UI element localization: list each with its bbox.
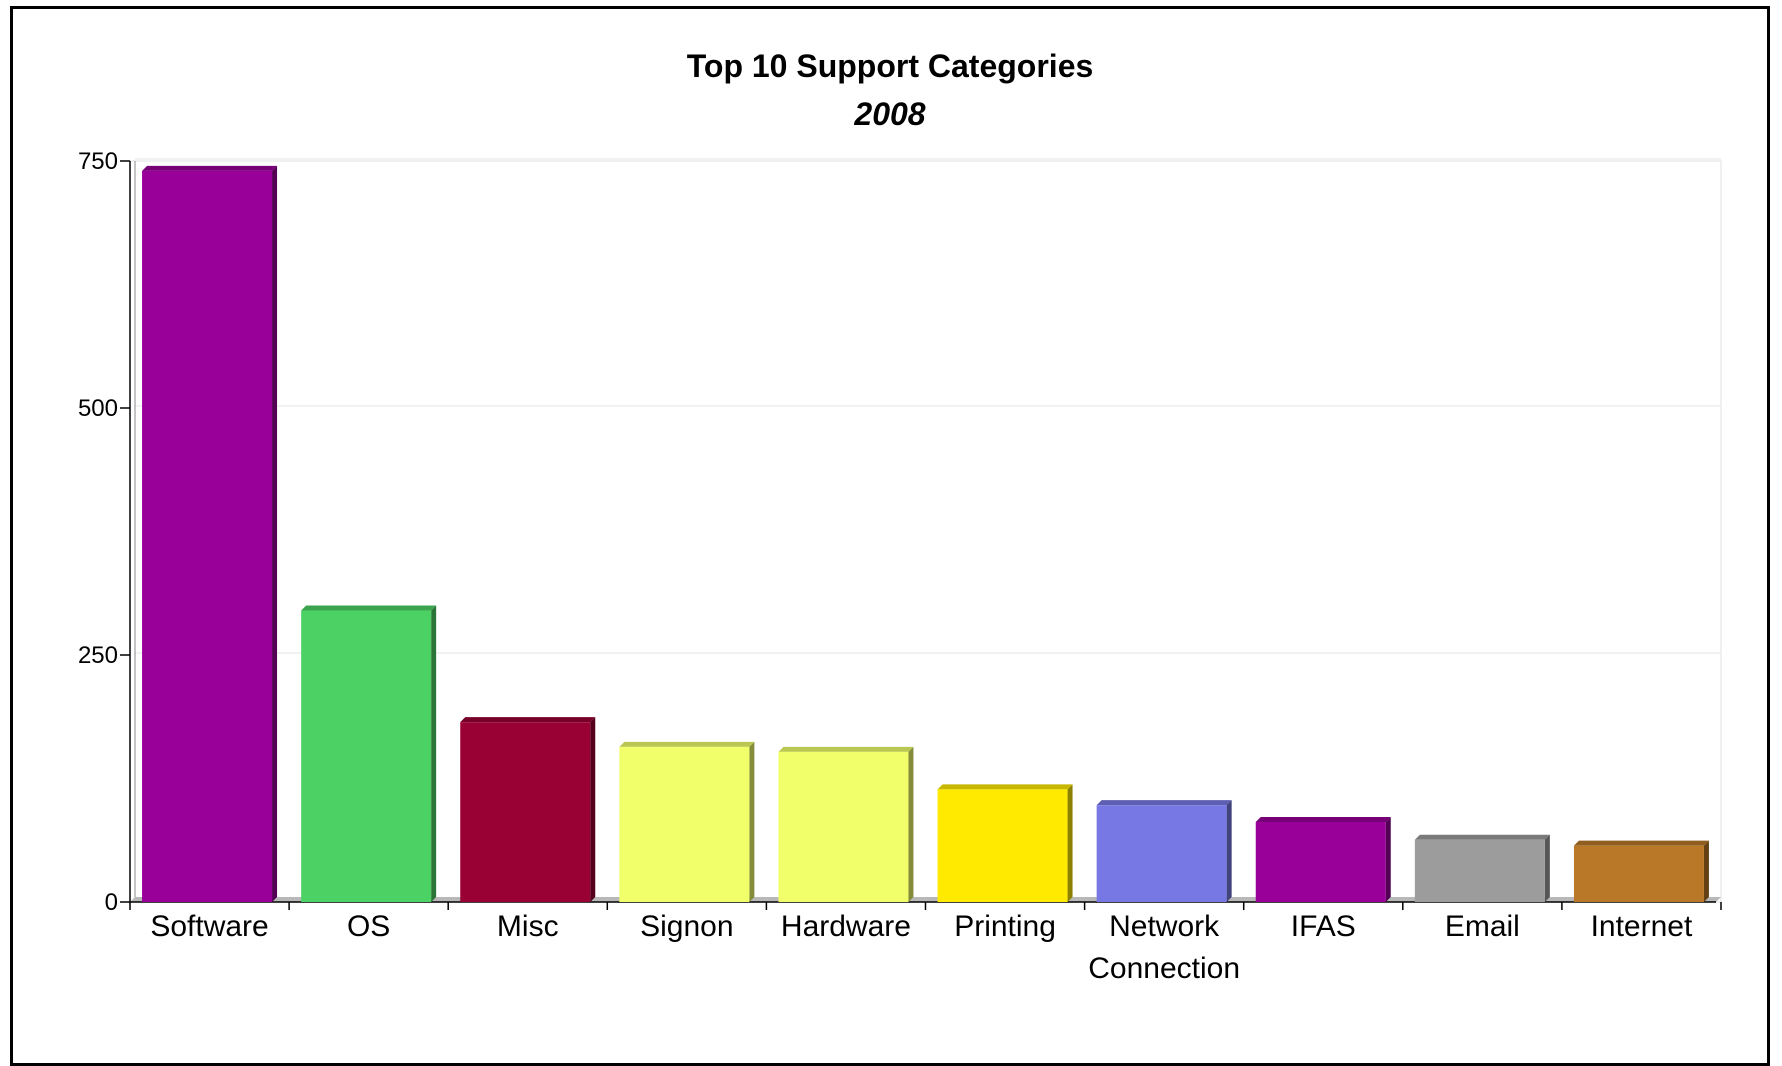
bar-top bbox=[1096, 800, 1232, 806]
chart-subtitle: 2008 bbox=[853, 96, 925, 132]
y-tick-label: 500 bbox=[78, 395, 118, 422]
bar-side bbox=[1385, 816, 1391, 902]
bar-side bbox=[431, 605, 437, 902]
bar-top bbox=[460, 717, 596, 723]
plot-area: 0 250 500 750 Software OS Misc Signon Hardware Pr… bbox=[78, 148, 1722, 985]
chart-title: Top 10 Support Categories bbox=[687, 48, 1094, 84]
bar-internet bbox=[1573, 845, 1704, 902]
chart-frame: Top 10 Support Categories 2008 0 250 500 75… bbox=[10, 6, 1770, 1066]
bar-chart: Top 10 Support Categories 2008 0 250 500 75… bbox=[78, 48, 1722, 985]
bar-email bbox=[1414, 839, 1545, 902]
bar-hardware bbox=[778, 751, 909, 902]
x-tick-label: Hardware bbox=[781, 910, 911, 943]
bar-top bbox=[301, 605, 437, 611]
bar-software bbox=[142, 170, 273, 902]
x-tick-label: Email bbox=[1445, 910, 1520, 943]
bar-signon bbox=[619, 746, 750, 902]
bar-top bbox=[1414, 834, 1550, 840]
bar-top bbox=[1255, 816, 1391, 822]
bar-side bbox=[272, 165, 278, 902]
x-tick-label: IFAS bbox=[1291, 910, 1356, 943]
bar-side bbox=[749, 741, 755, 902]
bar-os bbox=[301, 610, 432, 902]
bar-printing bbox=[937, 789, 1068, 902]
bar-ifas bbox=[1255, 821, 1386, 902]
x-tick-label: Network bbox=[1109, 910, 1220, 943]
bar-side bbox=[1226, 800, 1232, 902]
x-tick-label: Connection bbox=[1088, 952, 1240, 985]
bar-side bbox=[590, 717, 596, 902]
y-tick-label: 0 bbox=[105, 889, 118, 916]
y-tick-label: 250 bbox=[78, 642, 118, 669]
x-tick-label: Internet bbox=[1591, 910, 1693, 943]
bar-top bbox=[1573, 840, 1709, 846]
bar-side bbox=[908, 746, 914, 902]
bar-side bbox=[1067, 784, 1073, 902]
bar-side bbox=[1544, 834, 1550, 902]
x-tick-label: Misc bbox=[497, 910, 559, 943]
bar-top bbox=[778, 746, 914, 752]
x-tick-label: Signon bbox=[640, 910, 733, 943]
bar-top bbox=[937, 784, 1073, 790]
y-tick-label: 750 bbox=[78, 148, 118, 175]
x-tick-label: OS bbox=[347, 910, 390, 943]
x-tick-label: Printing bbox=[954, 910, 1056, 943]
x-tick-label: Software bbox=[150, 910, 268, 943]
bar-top bbox=[619, 741, 755, 747]
bar-network-connection bbox=[1096, 805, 1227, 902]
bar-top bbox=[142, 165, 278, 171]
bar-misc bbox=[460, 722, 591, 902]
bar-side bbox=[1703, 840, 1709, 902]
